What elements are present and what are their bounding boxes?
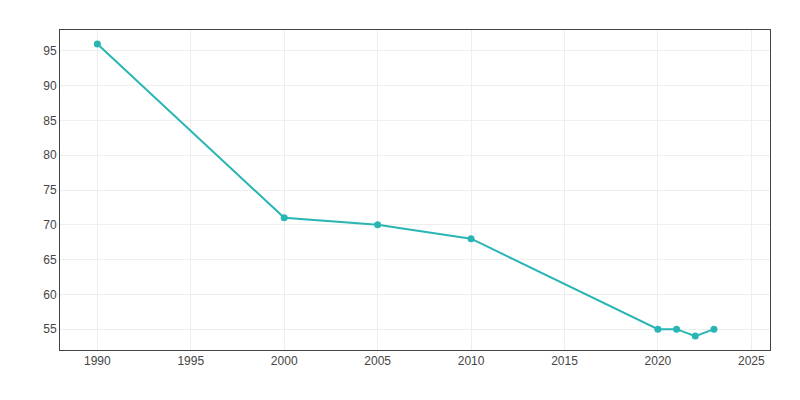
svg-text:60: 60 [43,288,57,302]
svg-text:80: 80 [43,148,57,162]
svg-text:1990: 1990 [84,354,111,368]
svg-text:55: 55 [43,322,57,336]
svg-text:70: 70 [43,218,57,232]
svg-text:2015: 2015 [551,354,578,368]
svg-text:90: 90 [43,79,57,93]
svg-text:1995: 1995 [177,354,204,368]
svg-text:95: 95 [43,44,57,58]
svg-text:2025: 2025 [738,354,765,368]
svg-text:2020: 2020 [645,354,672,368]
svg-text:65: 65 [43,253,57,267]
svg-text:75: 75 [43,183,57,197]
svg-text:85: 85 [43,114,57,128]
svg-text:2000: 2000 [271,354,298,368]
svg-text:2010: 2010 [458,354,485,368]
svg-text:2005: 2005 [364,354,391,368]
